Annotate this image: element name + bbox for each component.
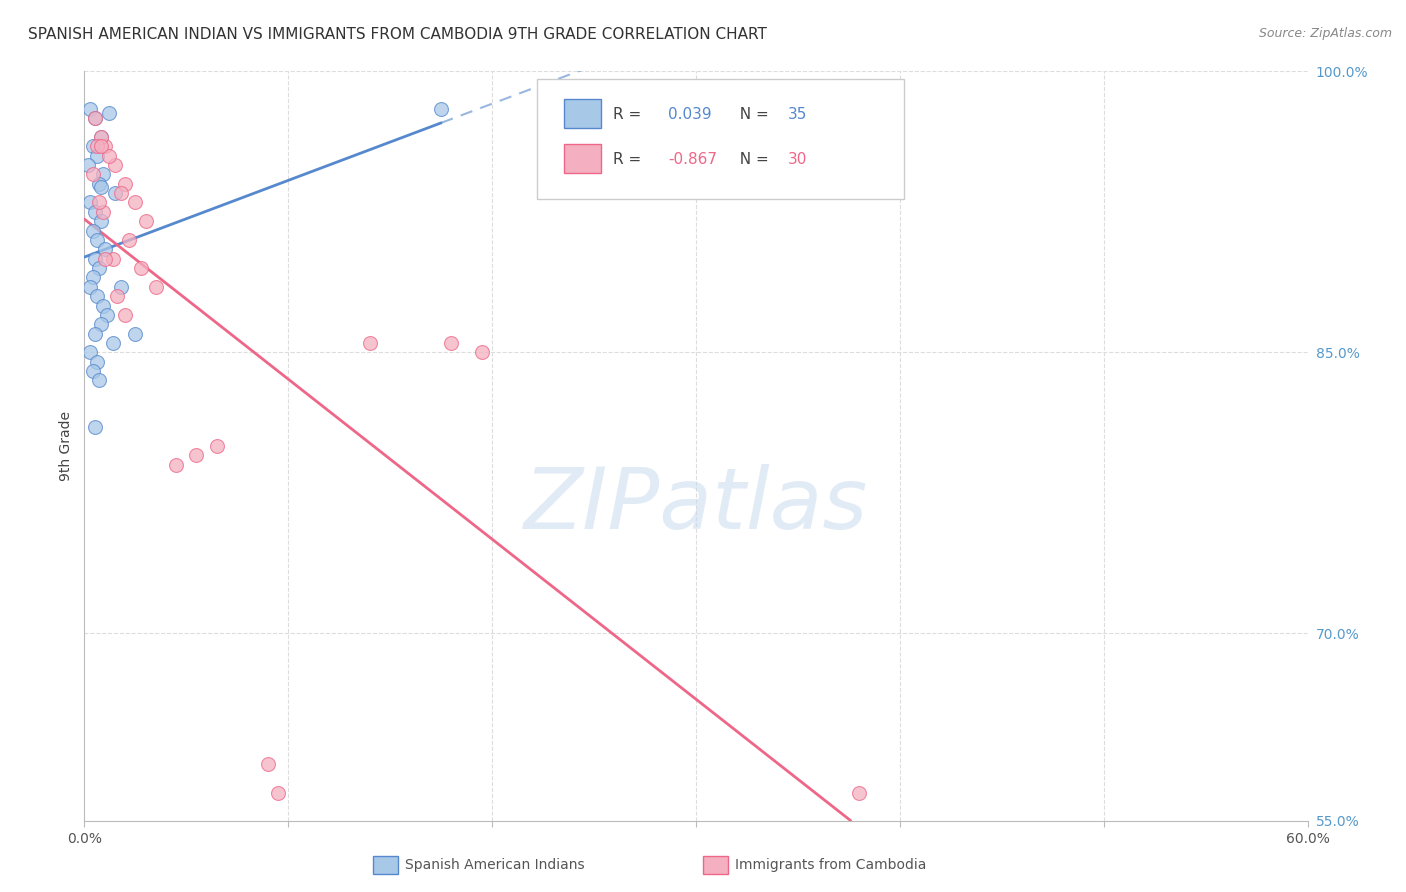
Point	[83, 252, 105, 266]
Point	[90, 139, 112, 153]
Text: Source: ZipAtlas.com: Source: ZipAtlas.com	[1258, 27, 1392, 40]
Text: ZIPatlas: ZIPatlas	[524, 465, 868, 548]
Point	[97, 105, 120, 120]
Text: 0.039: 0.039	[668, 106, 711, 121]
Point	[96, 308, 118, 322]
Point	[110, 186, 132, 201]
Point	[90, 180, 112, 194]
Point	[105, 289, 128, 303]
Point	[82, 139, 104, 153]
Point	[86, 355, 108, 369]
Point	[114, 177, 136, 191]
Point	[93, 243, 115, 257]
Point	[86, 233, 108, 247]
Point	[83, 326, 105, 341]
Point	[131, 261, 153, 276]
Point	[82, 224, 104, 238]
Point	[83, 420, 105, 434]
Point	[257, 757, 280, 772]
Text: Immigrants from Cambodia: Immigrants from Cambodia	[735, 858, 927, 872]
Point	[471, 345, 494, 359]
Point	[97, 149, 120, 163]
Point	[86, 289, 108, 303]
Point	[145, 280, 167, 294]
Point	[77, 158, 100, 172]
Point	[118, 233, 141, 247]
Point	[87, 261, 110, 276]
Point	[82, 270, 104, 285]
Point	[87, 195, 110, 210]
Point	[110, 280, 132, 294]
Point	[104, 186, 127, 201]
Point	[83, 112, 105, 126]
Point	[430, 102, 453, 116]
Point	[83, 205, 105, 219]
Text: R =: R =	[613, 106, 645, 121]
FancyBboxPatch shape	[564, 144, 600, 172]
Text: R =: R =	[613, 152, 645, 167]
Point	[90, 214, 112, 228]
Point	[114, 308, 136, 322]
Point	[91, 205, 114, 219]
Point	[124, 195, 146, 210]
Text: -0.867: -0.867	[668, 152, 717, 167]
Point	[79, 345, 101, 359]
Point	[82, 364, 104, 378]
Text: 35: 35	[787, 106, 807, 121]
Point	[91, 299, 114, 313]
Point	[86, 139, 108, 153]
Point	[79, 102, 101, 116]
Point	[90, 130, 112, 145]
Point	[93, 139, 115, 153]
Text: N =: N =	[730, 106, 773, 121]
Point	[440, 336, 463, 351]
Point	[83, 112, 105, 126]
Point	[104, 158, 127, 172]
FancyBboxPatch shape	[537, 78, 904, 199]
Text: SPANISH AMERICAN INDIAN VS IMMIGRANTS FROM CAMBODIA 9TH GRADE CORRELATION CHART: SPANISH AMERICAN INDIAN VS IMMIGRANTS FR…	[28, 27, 768, 42]
Point	[848, 786, 870, 800]
Point	[79, 195, 101, 210]
Point	[135, 214, 157, 228]
Point	[90, 130, 112, 145]
Text: 30: 30	[787, 152, 807, 167]
Point	[124, 326, 146, 341]
Point	[267, 786, 290, 800]
Point	[86, 149, 108, 163]
Point	[79, 280, 101, 294]
Point	[186, 449, 208, 463]
Point	[359, 336, 381, 351]
Text: N =: N =	[730, 152, 773, 167]
Point	[87, 374, 110, 388]
Point	[101, 252, 124, 266]
Point	[101, 336, 124, 351]
Point	[82, 168, 104, 182]
Y-axis label: 9th Grade: 9th Grade	[59, 411, 73, 481]
Text: Spanish American Indians: Spanish American Indians	[405, 858, 585, 872]
FancyBboxPatch shape	[564, 99, 600, 128]
Point	[165, 458, 187, 472]
Point	[87, 177, 110, 191]
Point	[205, 439, 228, 453]
Point	[93, 252, 115, 266]
Point	[90, 318, 112, 332]
Point	[91, 168, 114, 182]
